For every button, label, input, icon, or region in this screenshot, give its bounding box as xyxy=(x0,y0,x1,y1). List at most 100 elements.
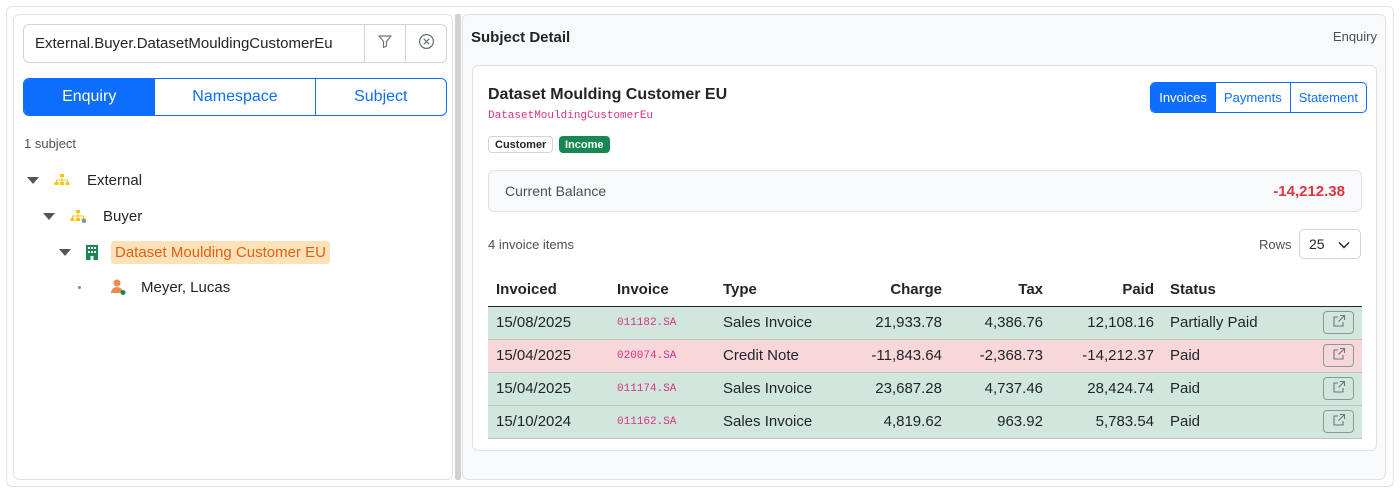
col-paid[interactable]: Paid xyxy=(1051,273,1162,307)
badge-customer: Customer xyxy=(488,136,554,153)
cell-type: Sales Invoice xyxy=(715,372,839,406)
cell-tax: 963.92 xyxy=(950,405,1051,439)
external-link-icon xyxy=(1332,413,1346,431)
building-icon xyxy=(85,244,99,261)
tab-statement[interactable]: Statement xyxy=(1289,83,1366,112)
col-type[interactable]: Type xyxy=(715,273,839,307)
cell-status: Paid xyxy=(1162,339,1307,373)
cell-type: Sales Invoice xyxy=(715,405,839,439)
rows-label: Rows xyxy=(1259,237,1292,252)
balance-value: -14,212.38 xyxy=(1273,182,1345,200)
filter-button[interactable] xyxy=(364,25,405,62)
cell-action xyxy=(1307,306,1362,340)
cell-type: Sales Invoice xyxy=(715,306,839,340)
panel-mode-label: Enquiry xyxy=(1332,29,1377,44)
clear-search-button[interactable] xyxy=(405,25,446,62)
tree-node-customer[interactable]: Dataset Moulding Customer EU xyxy=(59,239,330,265)
cell-status: Paid xyxy=(1162,405,1307,439)
panel-splitter[interactable] xyxy=(455,14,461,480)
badge-income: Income xyxy=(559,136,610,153)
rows-value: 25 xyxy=(1309,236,1325,252)
subject-count: 1 subject xyxy=(24,136,77,151)
tree-label-external: External xyxy=(87,171,143,189)
cell-invoice[interactable]: 020074.SA xyxy=(609,339,715,373)
open-invoice-button[interactable] xyxy=(1323,377,1354,400)
cell-invoice[interactable]: 011182.SA xyxy=(609,306,715,340)
tree-node-external[interactable]: External xyxy=(27,167,142,193)
cell-charge: 23,687.28 xyxy=(839,372,950,406)
tree-label-buyer: Buyer xyxy=(103,207,143,225)
collapse-caret-icon[interactable] xyxy=(59,248,71,256)
detail-tabs: Invoices Payments Statement xyxy=(1150,82,1367,113)
cell-charge: 21,933.78 xyxy=(839,306,950,340)
cell-date: 15/08/2025 xyxy=(488,306,609,340)
tree-node-buyer[interactable]: Buyer xyxy=(43,203,142,229)
mode-subject[interactable]: Subject xyxy=(314,79,446,115)
cell-type: Credit Note xyxy=(715,339,839,373)
subject-code: DatasetMouldingCustomerEu xyxy=(488,110,654,122)
cell-tax: -2,368.73 xyxy=(950,339,1051,373)
col-status[interactable]: Status xyxy=(1162,273,1307,307)
subject-detail-panel: Subject Detail Enquiry Dataset Moulding … xyxy=(462,14,1386,480)
balance-label: Current Balance xyxy=(505,183,607,199)
col-invoice[interactable]: Invoice xyxy=(609,273,715,307)
tree-label-customer-selected: Dataset Moulding Customer EU xyxy=(111,240,330,264)
col-actions xyxy=(1307,273,1362,307)
cell-charge: -11,843.64 xyxy=(839,339,950,373)
col-charge[interactable]: Charge xyxy=(839,273,950,307)
cell-paid: 12,108.16 xyxy=(1051,306,1162,340)
cell-date: 15/04/2025 xyxy=(488,372,609,406)
search-bar xyxy=(23,24,447,63)
table-header-row: Invoiced Invoice Type Charge Tax Paid St… xyxy=(488,273,1362,307)
cell-status: Paid xyxy=(1162,372,1307,406)
cell-date: 15/10/2024 xyxy=(488,405,609,439)
open-invoice-button[interactable] xyxy=(1323,311,1354,334)
cell-invoice[interactable]: 011162.SA xyxy=(609,405,715,439)
cell-date: 15/04/2025 xyxy=(488,339,609,373)
open-invoice-button[interactable] xyxy=(1323,410,1354,433)
collapse-caret-icon[interactable] xyxy=(43,212,55,220)
cell-action xyxy=(1307,372,1362,406)
tab-invoices[interactable]: Invoices xyxy=(1151,83,1215,112)
leaf-bullet xyxy=(78,285,81,289)
col-tax[interactable]: Tax xyxy=(950,273,1051,307)
external-link-icon xyxy=(1332,314,1346,332)
external-link-icon xyxy=(1332,347,1346,365)
collapse-caret-icon[interactable] xyxy=(27,176,39,184)
chevron-down-icon xyxy=(1338,236,1350,252)
cell-charge: 4,819.62 xyxy=(839,405,950,439)
invoice-table: Invoiced Invoice Type Charge Tax Paid St… xyxy=(488,273,1362,439)
subject-name: Dataset Moulding Customer EU xyxy=(488,86,728,103)
tab-payments[interactable]: Payments xyxy=(1214,83,1290,112)
mode-namespace[interactable]: Namespace xyxy=(154,79,314,115)
mode-enquiry[interactable]: Enquiry xyxy=(24,79,155,115)
cell-tax: 4,386.76 xyxy=(950,306,1051,340)
cell-paid: -14,212.37 xyxy=(1051,339,1162,373)
external-link-icon xyxy=(1332,380,1346,398)
filter-icon xyxy=(377,33,393,54)
table-row[interactable]: 15/04/2025 020074.SA Credit Note -11,843… xyxy=(488,339,1362,373)
rows-per-page-select[interactable]: 25 xyxy=(1299,229,1361,259)
subject-browser-panel: Enquiry Namespace Subject 1 subject Exte… xyxy=(13,14,453,480)
subject-card: Dataset Moulding Customer EU DatasetMoul… xyxy=(472,65,1377,451)
cell-status: Partially Paid xyxy=(1162,306,1307,340)
tree-label-contact: Meyer, Lucas xyxy=(141,278,231,296)
person-icon xyxy=(109,278,127,296)
app-frame xyxy=(6,6,1394,487)
open-invoice-button[interactable] xyxy=(1323,344,1354,367)
mode-switch: Enquiry Namespace Subject xyxy=(23,78,447,116)
search-input[interactable] xyxy=(24,25,364,62)
cell-action xyxy=(1307,405,1362,439)
table-row[interactable]: 15/08/2025 011182.SA Sales Invoice 21,93… xyxy=(488,306,1362,340)
table-row[interactable]: 15/10/2024 011162.SA Sales Invoice 4,819… xyxy=(488,405,1362,439)
hierarchy-icon xyxy=(69,208,87,224)
table-row[interactable]: 15/04/2025 011174.SA Sales Invoice 23,68… xyxy=(488,372,1362,406)
clear-icon xyxy=(418,33,435,55)
invoice-items-count: 4 invoice items xyxy=(488,237,574,252)
col-invoiced[interactable]: Invoiced xyxy=(488,273,609,307)
cell-paid: 28,424.74 xyxy=(1051,372,1162,406)
cell-invoice[interactable]: 011174.SA xyxy=(609,372,715,406)
tree-node-contact[interactable]: Meyer, Lucas xyxy=(74,274,230,300)
cell-paid: 5,783.54 xyxy=(1051,405,1162,439)
balance-box: Current Balance -14,212.38 xyxy=(488,170,1362,212)
